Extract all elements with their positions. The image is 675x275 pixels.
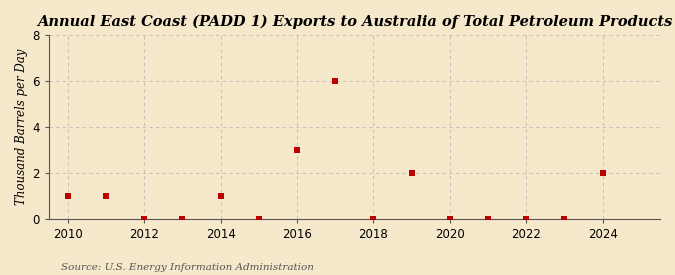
Point xyxy=(597,170,608,175)
Point xyxy=(101,194,111,198)
Text: Source: U.S. Energy Information Administration: Source: U.S. Energy Information Administ… xyxy=(61,263,314,272)
Point xyxy=(292,147,302,152)
Point xyxy=(406,170,417,175)
Point xyxy=(559,216,570,221)
Point xyxy=(330,79,341,83)
Point xyxy=(139,216,150,221)
Title: Annual East Coast (PADD 1) Exports to Australia of Total Petroleum Products: Annual East Coast (PADD 1) Exports to Au… xyxy=(36,15,672,29)
Point xyxy=(215,194,226,198)
Point xyxy=(253,216,264,221)
Y-axis label: Thousand Barrels per Day: Thousand Barrels per Day xyxy=(15,48,28,205)
Point xyxy=(62,194,73,198)
Point xyxy=(521,216,532,221)
Point xyxy=(177,216,188,221)
Point xyxy=(368,216,379,221)
Point xyxy=(444,216,455,221)
Point xyxy=(483,216,493,221)
